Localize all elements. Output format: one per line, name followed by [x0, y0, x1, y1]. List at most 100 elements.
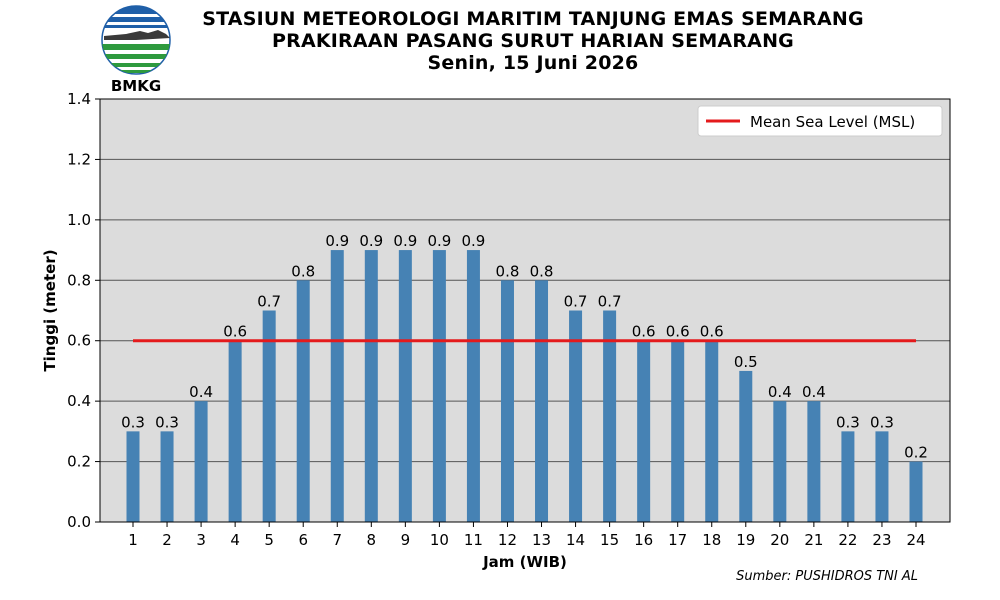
bar-value-label: 0.3 [870, 413, 894, 431]
title-forecast: PRAKIRAAN PASANG SURUT HARIAN SEMARANG [272, 30, 794, 52]
x-tick-label: 14 [566, 531, 585, 549]
bar-value-label: 0.4 [768, 383, 792, 401]
bar-value-label: 0.6 [666, 323, 690, 341]
x-tick-label: 3 [196, 531, 206, 549]
x-tick-label: 7 [332, 531, 342, 549]
bar-value-label: 0.8 [291, 262, 315, 280]
y-tick-label: 1.0 [67, 211, 91, 229]
bar-value-label: 0.3 [121, 413, 145, 431]
bar [296, 280, 310, 522]
bar [603, 310, 617, 522]
x-axis-ticks: 1 2 3 4 5 6 7 8 9 10 11 12 13 14 15 16 17 18 19 20 21 22 23 24 [128, 522, 926, 549]
y-axis-label: Tinggi (meter) [41, 249, 59, 371]
bar [875, 431, 889, 522]
bar-value-label: 0.5 [734, 353, 758, 371]
bar-value-label: 0.9 [359, 232, 383, 250]
bar-value-label: 0.7 [598, 293, 622, 311]
bar-value-label: 0.4 [189, 383, 213, 401]
bar [671, 340, 685, 522]
x-tick-label: 17 [668, 531, 687, 549]
bar [705, 340, 719, 522]
bar [739, 370, 753, 522]
bar [466, 250, 480, 523]
bar-value-label: 0.3 [836, 413, 860, 431]
y-tick-label: 0.6 [67, 332, 91, 350]
bmkg-logo: BMKG [96, 2, 176, 98]
bar-value-label: 0.6 [700, 323, 724, 341]
bar [841, 431, 855, 522]
legend-msl-label: Mean Sea Level (MSL) [750, 113, 915, 131]
title-date: Senin, 15 Juni 2026 [427, 52, 639, 74]
bar-value-label: 0.3 [155, 413, 179, 431]
bar-value-label: 0.7 [564, 293, 588, 311]
bar [807, 401, 821, 522]
x-tick-label: 12 [498, 531, 517, 549]
bar [637, 340, 651, 522]
logo-text: BMKG [110, 77, 162, 95]
bar [500, 280, 514, 522]
bar [126, 431, 140, 522]
x-tick-label: 11 [464, 531, 483, 549]
bar [262, 310, 276, 522]
bar-value-label: 0.9 [325, 232, 349, 250]
chart-title: STASIUN METEOROLOGI MARITIM TANJUNG EMAS… [120, 8, 946, 74]
x-tick-label: 22 [838, 531, 857, 549]
x-tick-label: 18 [702, 531, 721, 549]
y-tick-label: 1.2 [67, 150, 91, 168]
x-tick-label: 10 [430, 531, 449, 549]
x-tick-label: 24 [906, 531, 925, 549]
bar [535, 280, 549, 522]
title-station: STASIUN METEOROLOGI MARITIM TANJUNG EMAS… [202, 8, 864, 30]
bar [569, 310, 583, 522]
x-tick-label: 4 [230, 531, 240, 549]
x-tick-label: 19 [736, 531, 755, 549]
bar-value-label: 0.7 [257, 293, 281, 311]
x-tick-label: 21 [804, 531, 823, 549]
bar [228, 340, 242, 522]
bar [432, 250, 446, 523]
y-tick-label: 0.4 [67, 392, 91, 410]
plot-area [100, 99, 950, 522]
x-tick-label: 5 [264, 531, 274, 549]
bmkg-logo-icon [101, 5, 171, 75]
x-tick-label: 8 [367, 531, 377, 549]
bar-value-labels: 0.3 0.3 0.4 0.6 0.7 0.8 0.9 0.9 0.9 0.9 0.9 0.8 0.8 0… [121, 232, 928, 462]
x-tick-label: 9 [401, 531, 411, 549]
x-axis-label: Jam (WIB) [482, 553, 567, 571]
x-tick-label: 13 [532, 531, 551, 549]
bar-value-label: 0.2 [904, 444, 928, 462]
bar-value-label: 0.4 [802, 383, 826, 401]
y-tick-label: 0.2 [67, 453, 91, 471]
legend-box [697, 105, 943, 137]
bar [364, 250, 378, 523]
legend: Mean Sea Level (MSL) [697, 105, 943, 137]
x-tick-label: 1 [128, 531, 138, 549]
x-tick-label: 15 [600, 531, 619, 549]
x-tick-label: 16 [634, 531, 653, 549]
bar [330, 250, 344, 523]
bar [398, 250, 412, 523]
bar [909, 461, 923, 522]
bar-value-label: 0.8 [530, 262, 554, 280]
source-note: Sumber: PUSHIDROS TNI AL [736, 569, 918, 584]
x-tick-label: 2 [162, 531, 172, 549]
x-tick-label: 20 [770, 531, 789, 549]
y-tick-label: 0.0 [67, 513, 91, 531]
y-tick-label: 1.4 [67, 90, 91, 108]
bar-value-label: 0.9 [462, 232, 486, 250]
bar [194, 401, 208, 522]
x-tick-label: 23 [872, 531, 891, 549]
bar-value-label: 0.6 [632, 323, 656, 341]
bars [126, 250, 923, 523]
bar-value-label: 0.6 [223, 323, 247, 341]
plot-frame [99, 98, 951, 523]
bar [773, 401, 787, 522]
x-tick-label: 6 [298, 531, 308, 549]
y-tick-label: 0.8 [67, 271, 91, 289]
bar-value-label: 0.8 [496, 262, 520, 280]
y-axis-ticks: 0.0 0.2 0.4 0.6 0.8 1.0 1.2 1.4 [67, 90, 100, 531]
bar [160, 431, 174, 522]
bar-value-label: 0.9 [427, 232, 451, 250]
bar-value-label: 0.9 [393, 232, 417, 250]
